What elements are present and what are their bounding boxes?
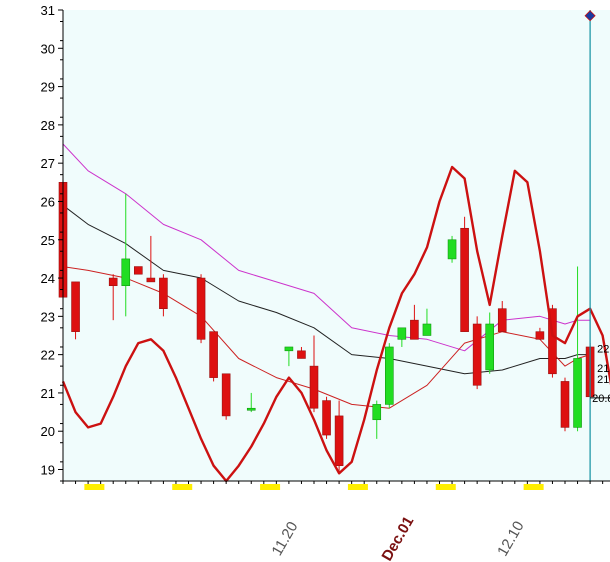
candle-19	[410, 304, 419, 340]
candle-1	[71, 281, 80, 340]
candle-body-12	[297, 350, 306, 359]
candle-body-5	[146, 277, 156, 283]
weekend-marker-0	[84, 484, 105, 490]
candle-body-4	[134, 266, 143, 275]
value-label-2: 21.36	[597, 374, 610, 386]
candle-26	[535, 327, 545, 340]
candle-12	[297, 346, 306, 359]
oscillator-line	[61, 165, 610, 483]
candle-body-22	[460, 227, 469, 332]
y-tick-label-25: 25	[41, 233, 55, 248]
candle-body-10	[246, 407, 256, 411]
candle-14	[322, 396, 331, 439]
candle-16	[372, 400, 382, 439]
x-tick-label-1: Dec.01	[378, 514, 417, 562]
candle-7	[196, 274, 206, 344]
weekend-marker-2	[260, 484, 281, 490]
y-tick-label-24: 24	[41, 271, 55, 286]
candle-4	[134, 266, 143, 275]
candle-13	[309, 335, 319, 413]
y-tick-label-22: 22	[41, 348, 55, 363]
candle-body-21	[447, 239, 457, 260]
weekend-marker-3	[347, 484, 368, 490]
candle-3	[121, 193, 131, 317]
candle-body-27	[548, 308, 557, 375]
y-tick-label-29: 29	[41, 80, 55, 95]
candle-body-16	[372, 404, 382, 421]
value-label-1: 21.76	[597, 363, 610, 375]
candle-23	[472, 316, 482, 390]
candle-27	[548, 304, 557, 378]
weekend-markers	[84, 484, 544, 490]
candle-body-17	[384, 346, 394, 405]
y-tick-label-20: 20	[41, 424, 55, 439]
candle-body-23	[472, 323, 482, 386]
candle-24	[485, 312, 495, 374]
y-tick-label-21: 21	[41, 386, 55, 401]
y-tick-label-26: 26	[41, 194, 55, 209]
y-tick-label-19: 19	[41, 463, 55, 478]
candle-21	[447, 235, 457, 263]
candle-25	[497, 301, 507, 332]
candle-18	[397, 327, 407, 347]
candle-6	[159, 274, 168, 317]
x-tick-label-0: 11.20	[269, 519, 302, 559]
candle-8	[209, 331, 218, 382]
candle-body-26	[535, 331, 545, 340]
value-labels: 22.11 21.7621.36 20.87	[592, 343, 610, 404]
candle-body-2	[108, 277, 118, 287]
candle-20	[422, 308, 432, 336]
weekend-marker-4	[435, 484, 456, 490]
candle-15	[334, 400, 344, 474]
candle-body-7	[196, 277, 206, 340]
value-label-0: 22.11	[597, 343, 610, 355]
y-tick-label-31: 31	[41, 3, 55, 18]
candle-body-28	[560, 381, 570, 428]
oscillator-line	[61, 165, 610, 483]
candle-29	[573, 266, 582, 432]
y-tick-label-28: 28	[41, 118, 55, 133]
candle-body-3	[121, 258, 131, 287]
candle-body-20	[422, 323, 432, 336]
candle-body-15	[334, 415, 344, 466]
weekend-marker-5	[523, 484, 544, 490]
candle-22	[460, 216, 469, 332]
cursor-marker	[584, 10, 596, 22]
candle-body-18	[397, 327, 407, 340]
axes	[62, 10, 610, 482]
candle-body-8	[209, 331, 218, 378]
candle-body-24	[485, 323, 495, 371]
plot-background	[63, 10, 610, 481]
y-axis-ticks: 19 20 21 22 23 24 25 26 27 28 29 30 31	[41, 3, 63, 482]
y-tick-label-27: 27	[41, 156, 55, 171]
candle-5	[146, 235, 156, 283]
candle-17	[384, 343, 394, 409]
candle-body-14	[322, 400, 331, 436]
candle-body-1	[71, 281, 80, 332]
candle-body-25	[497, 308, 507, 332]
candle-2	[108, 274, 118, 321]
candle-9	[221, 373, 231, 420]
weekend-marker-1	[172, 484, 193, 490]
candle-11	[284, 346, 294, 367]
candle-body-29	[573, 358, 582, 428]
candle-body-11	[284, 346, 294, 352]
candle-body-19	[410, 319, 419, 340]
candle-10	[246, 392, 256, 413]
cursor	[584, 10, 610, 481]
y-tick-label-30: 30	[41, 41, 55, 56]
y-tick-label-23: 23	[41, 309, 55, 324]
candle-body-6	[159, 277, 168, 309]
value-label-3: 20.87	[592, 393, 610, 405]
x-tick-label-2: 12.10	[494, 518, 527, 559]
candle-body-9	[221, 373, 231, 417]
candle-28	[560, 377, 570, 432]
candle-body-13	[309, 365, 319, 409]
